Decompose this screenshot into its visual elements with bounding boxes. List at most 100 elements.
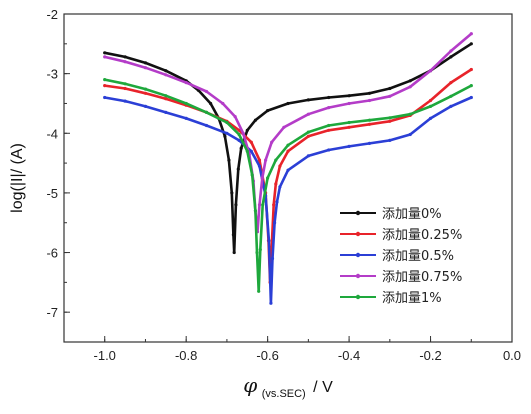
data-point [123, 99, 127, 103]
data-point [260, 176, 264, 180]
data-point [223, 134, 227, 138]
data-point [408, 112, 412, 116]
data-point [103, 95, 107, 100]
series-3 [103, 95, 473, 305]
data-point [274, 158, 278, 162]
data-point [306, 154, 310, 158]
data-point [225, 120, 229, 125]
data-point [306, 134, 310, 138]
data-point [123, 55, 127, 59]
x-tick-label: -0.6 [256, 348, 278, 363]
data-point [227, 158, 231, 162]
data-point [253, 118, 257, 122]
data-point [143, 91, 148, 95]
y-tick-label: -4 [46, 126, 58, 141]
data-point [164, 73, 168, 77]
y-tick-label: -5 [46, 186, 58, 201]
data-point [347, 120, 351, 125]
data-point [469, 95, 473, 100]
data-point [267, 239, 271, 243]
data-point [245, 149, 249, 153]
data-point [327, 123, 331, 128]
data-point [306, 112, 310, 116]
y-axis-title: log(|I|/ (A) [9, 143, 26, 213]
data-point [143, 61, 148, 65]
data-point [164, 94, 168, 98]
data-point [257, 158, 262, 162]
legend-label: 添加量0% [382, 207, 442, 222]
data-point [469, 84, 473, 88]
x-axis-title-unit: / V [313, 379, 333, 396]
data-point [272, 203, 276, 207]
data-point [449, 104, 453, 108]
x-axis-title: φ (vs.SEC) / V [243, 373, 333, 401]
data-point [388, 116, 392, 120]
data-point [184, 116, 188, 120]
y-tick-label: -2 [46, 7, 58, 22]
y-tick-label: -6 [46, 246, 58, 261]
series-layer [103, 32, 473, 305]
data-point [264, 158, 268, 162]
data-point [449, 81, 453, 85]
data-point [239, 146, 243, 150]
data-point [469, 67, 473, 72]
legend-label: 添加量0.25% [382, 228, 462, 243]
data-point [233, 115, 237, 119]
data-point [273, 221, 277, 225]
data-point [282, 125, 286, 129]
data-point [225, 131, 229, 135]
data-point [306, 98, 310, 102]
data-point [367, 98, 372, 103]
legend-swatch-marker [355, 294, 361, 300]
data-point [278, 185, 282, 189]
data-point [449, 94, 453, 98]
legend-item: 添加量0.75% [340, 270, 462, 285]
data-point [408, 85, 412, 89]
data-point [230, 191, 234, 195]
data-point [204, 110, 209, 114]
data-point [327, 106, 331, 110]
legend-swatch-marker [355, 231, 361, 237]
data-point [266, 176, 270, 180]
data-point [245, 128, 249, 132]
legend-label: 添加量1% [382, 291, 442, 306]
legend-swatch-marker [355, 252, 361, 258]
data-point [428, 69, 433, 73]
series-5 [103, 78, 473, 293]
data-point [327, 128, 331, 132]
x-tick-label: -0.4 [338, 348, 360, 363]
data-point [258, 248, 262, 252]
y-tick-label: -3 [46, 67, 58, 82]
x-tick-label: -0.8 [175, 348, 197, 363]
data-point [237, 138, 241, 142]
data-point [204, 89, 209, 94]
legend-item: 添加量0% [340, 207, 442, 222]
data-point [237, 132, 241, 137]
data-point [388, 86, 392, 91]
data-point [266, 109, 270, 113]
data-point [241, 131, 245, 135]
data-point [327, 95, 331, 100]
data-point [367, 91, 372, 95]
x-axis-title-symbol: φ [243, 373, 257, 397]
data-point [123, 86, 127, 91]
data-point [164, 97, 168, 101]
data-point [255, 250, 259, 255]
legend-item: 添加量0.5% [340, 249, 454, 264]
data-point [253, 209, 257, 213]
x-tick-label: 0.0 [503, 348, 521, 363]
plot-area-frame [63, 13, 513, 343]
data-point [261, 203, 265, 207]
data-point [428, 98, 433, 103]
data-point [231, 233, 235, 237]
x-axis-title-subscript: (vs.SEC) [262, 388, 306, 400]
data-point [270, 140, 274, 144]
legend-item: 添加量1% [340, 291, 442, 306]
legend-swatch-marker [355, 210, 361, 216]
data-point [209, 101, 213, 106]
data-point [367, 141, 372, 145]
data-point [204, 123, 209, 128]
data-point [347, 144, 351, 148]
data-point [184, 81, 188, 85]
data-point [234, 203, 238, 207]
